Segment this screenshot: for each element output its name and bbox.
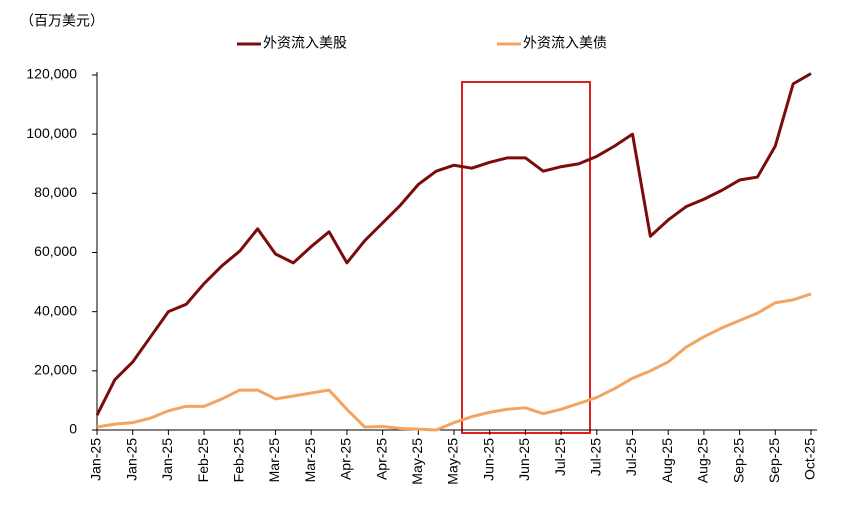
y-tick-label: 40,000: [34, 302, 77, 318]
series-line: [96, 292, 812, 432]
legend-label: 外资流入美股: [263, 35, 347, 51]
x-tick-label: Feb-25: [195, 438, 211, 483]
x-tick-label: Oct-25: [802, 438, 818, 480]
x-tick-label: Jul-25: [623, 438, 639, 476]
y-tick-label: 120,000: [26, 66, 77, 82]
series-line: [95, 72, 812, 416]
legend-label: 外资流入美债: [523, 35, 607, 51]
y-axis-label: （百万美元）: [20, 13, 104, 29]
y-tick-label: 80,000: [34, 184, 77, 200]
x-tick-label: Jul-25: [588, 438, 604, 476]
x-tick-label: Feb-25: [231, 438, 247, 483]
x-tick-label: Jan-25: [88, 438, 104, 481]
x-tick-label: Apr-25: [373, 438, 389, 480]
x-tick-label: Jan-25: [159, 438, 175, 481]
y-tick-label: 60,000: [34, 243, 77, 259]
x-tick-label: Apr-25: [338, 438, 354, 480]
x-tick-label: Aug-25: [659, 438, 675, 483]
x-tick-label: Aug-25: [695, 438, 711, 483]
x-tick-label: Sep-25: [766, 438, 782, 483]
x-tick-label: Sep-25: [730, 438, 746, 483]
y-tick-label: 100,000: [26, 125, 77, 141]
x-tick-label: Jun-25: [480, 438, 496, 481]
x-tick-label: May-25: [409, 438, 425, 485]
x-tick-label: Jan-25: [123, 438, 139, 481]
x-tick-label: Mar-25: [266, 438, 282, 483]
x-tick-label: Mar-25: [302, 438, 318, 483]
x-tick-label: May-25: [445, 438, 461, 485]
highlight-box: [461, 81, 591, 434]
x-tick-label: Jul-25: [552, 438, 568, 476]
x-tick-label: Jun-25: [516, 438, 532, 481]
y-tick-label: 0: [69, 421, 77, 437]
y-tick-label: 20,000: [34, 362, 77, 378]
